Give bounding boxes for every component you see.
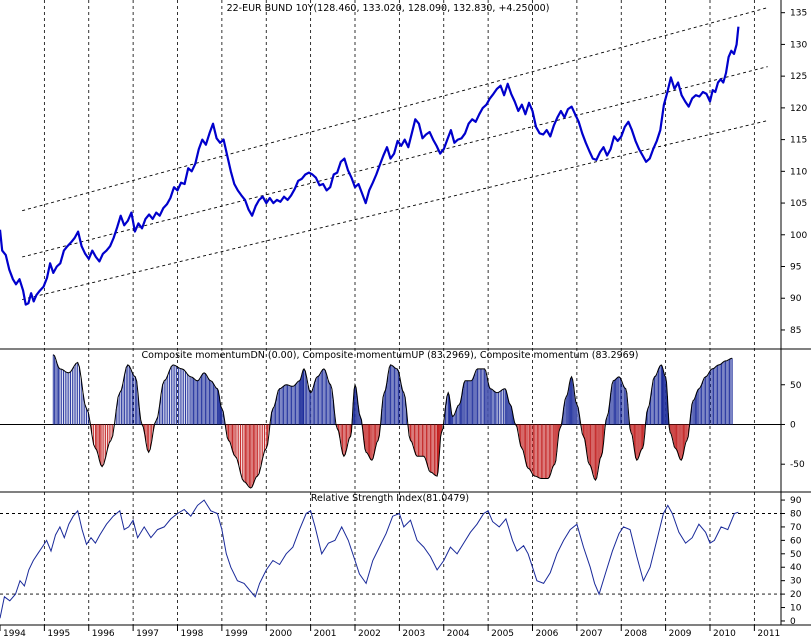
x-tick-label: 2009 [669,629,692,638]
rsi-chart-title: Relative Strength Index(81.0479) [311,493,469,504]
x-tick-label: 2004 [447,629,470,638]
y-tick-label: 90 [790,294,802,304]
y-tick-label: 110 [790,167,807,177]
x-tick-label: 2010 [713,629,736,638]
momentum-chart-title: Composite momentumDN (0.00), Composite m… [142,350,639,361]
rsi-axis: 0 10 20 30 40 50 60 70 80 90 [781,496,802,627]
y-tick-label: 70 [790,523,802,533]
price-line [0,26,740,306]
y-tick-label: 90 [790,496,802,506]
x-tick-label: 2006 [536,629,559,638]
y-tick-label: 100 [790,231,807,241]
x-tick-label: 1997 [136,629,159,638]
price-chart-title: 22-EUR BUND 10Y(128.460, 133.020, 128.09… [227,3,550,14]
x-tick-label: 1996 [92,629,115,638]
momentum-histogram [0,354,781,489]
rsi-series [0,499,781,619]
channel-line [22,66,768,258]
channel-line [22,7,768,212]
y-tick-label: 95 [790,263,801,273]
y-tick-label: 10 [790,604,802,614]
y-tick-label: 0 [790,617,796,627]
price-series [0,26,740,306]
price-panel: 85 90 95 100 105 110 115 120 125 130 135 22-EUR BU… [0,3,807,336]
y-tick-label: 105 [790,199,807,209]
x-tick-label: 2001 [314,629,337,638]
y-tick-label: 50 [790,550,802,560]
y-tick-label: 80 [790,509,802,519]
y-tick-label: 30 [790,577,802,587]
y-tick-label: 130 [790,40,807,50]
x-tick-label: 1999 [225,629,248,638]
y-tick-label: 115 [790,136,807,146]
y-tick-label: 0 [790,420,796,430]
year-gridlines [43,0,755,625]
x-tick-label: 2008 [624,629,647,638]
x-tick-label: 1994 [3,629,26,638]
x-tick-label: 2000 [269,629,292,638]
y-tick-label: 125 [790,72,807,82]
y-tick-label: 120 [790,104,807,114]
x-tick-label: 1995 [47,629,70,638]
x-tick-label: 1998 [181,629,204,638]
trend-channel [22,7,768,300]
x-tick-label: 2003 [402,629,425,638]
price-axis: 85 90 95 100 105 110 115 120 125 130 135 [781,9,807,336]
y-tick-label: 60 [790,536,802,546]
x-tick-label: 2011 [757,629,780,638]
y-tick-label: 40 [790,563,802,573]
momentum-panel: -50 0 50 Composite momentumDN (0.00), Comp… [0,350,805,489]
x-tick-label: 2002 [358,629,381,638]
momentum-axis: -50 0 50 [781,381,805,470]
x-tick-label: 2007 [580,629,603,638]
y-tick-label: 50 [790,381,802,391]
y-tick-label: 20 [790,590,802,600]
momentum-curve [52,354,733,489]
y-tick-label: 135 [790,9,807,19]
y-tick-label: -50 [790,460,805,470]
y-tick-label: 85 [790,326,801,336]
rsi-panel: 0 10 20 30 40 50 60 70 80 90 Relative Strength In… [0,493,802,627]
x-tick-label: 2005 [491,629,514,638]
x-axis: 1994 1995 1996 1997 1998 1999 2000 2001 2002 2003… [0,625,780,639]
rsi-line [0,499,739,619]
channel-line [22,120,768,300]
